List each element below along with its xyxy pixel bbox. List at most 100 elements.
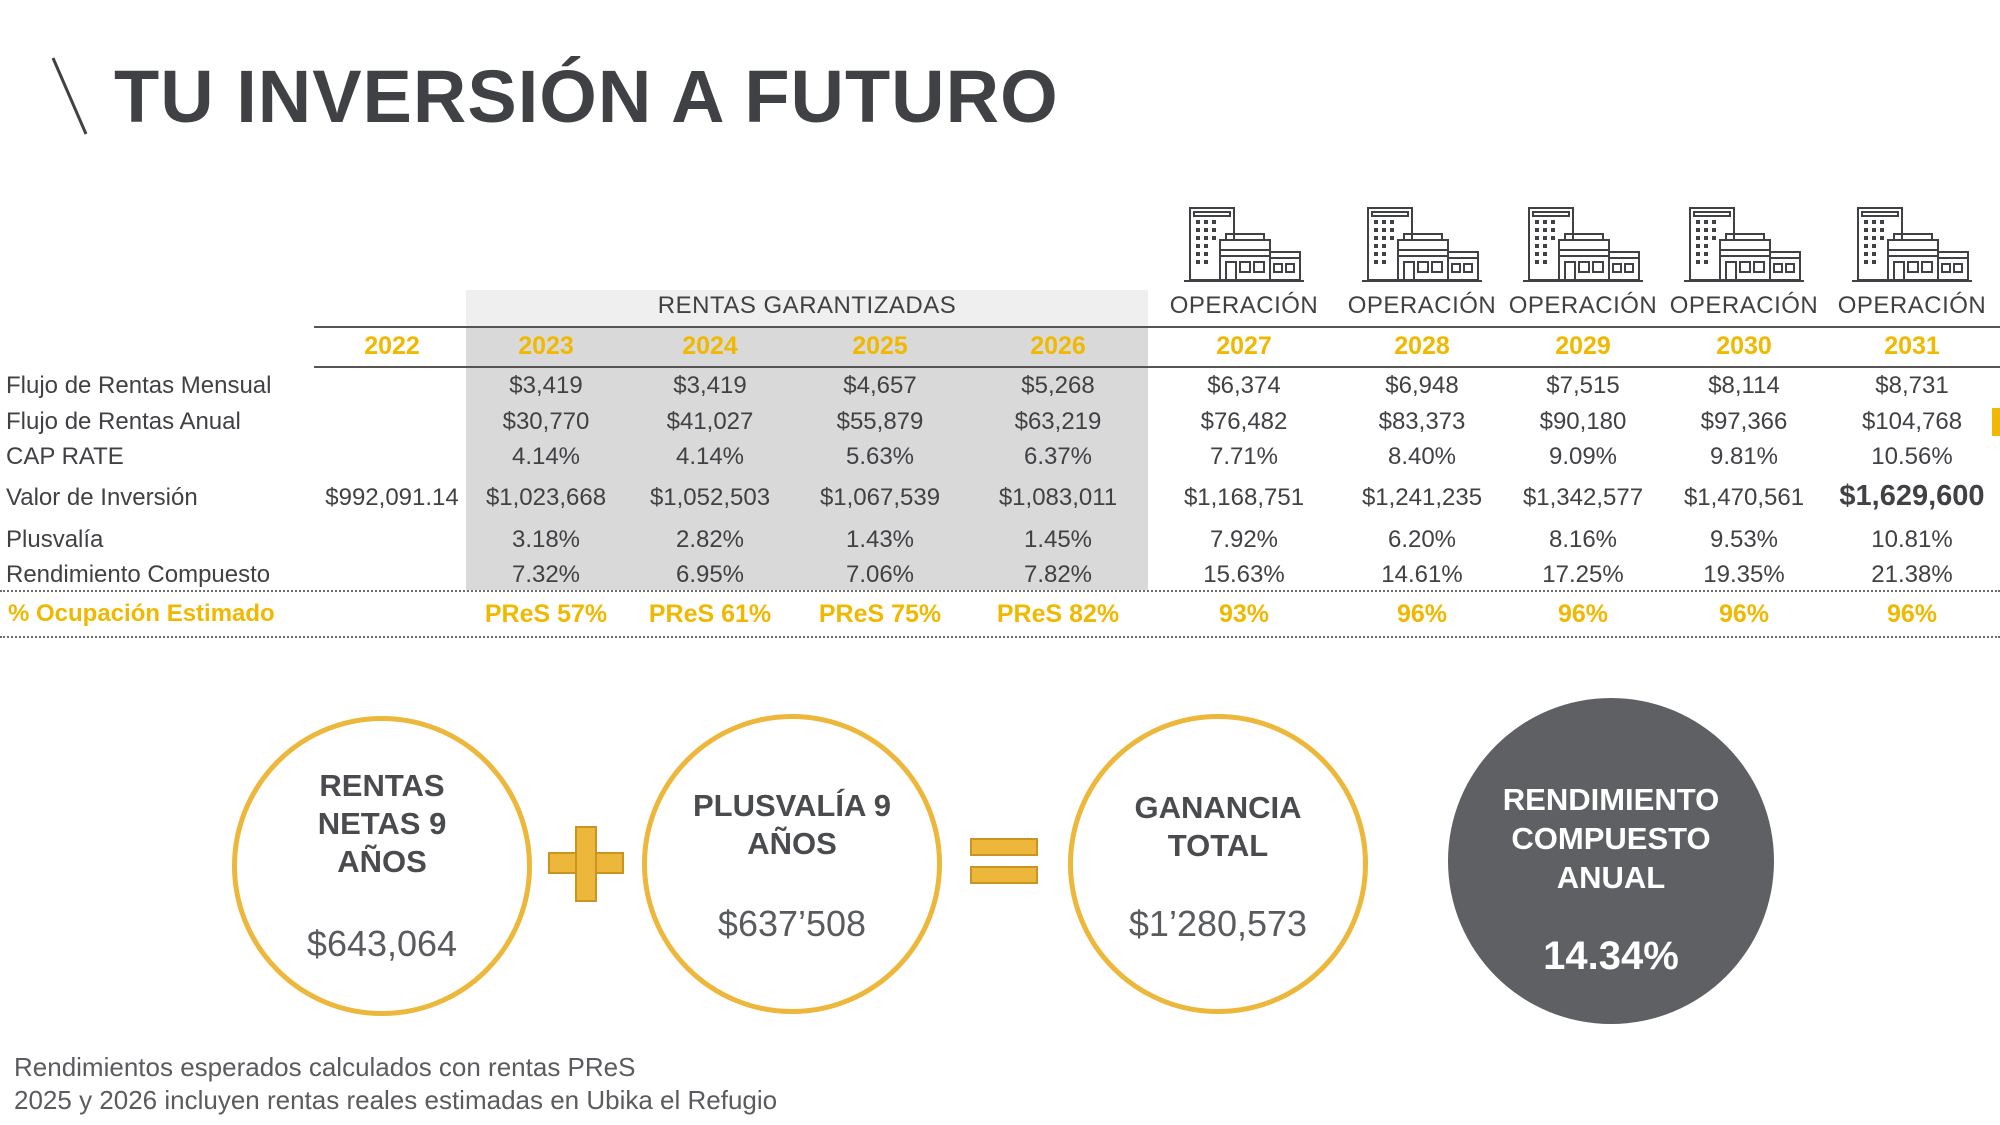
table-cell: $1,470,561 [1683,484,1805,511]
operation-label: OPERACIÓN [1837,292,1987,319]
operation-label: OPERACIÓN [1669,292,1819,319]
table-cell: 6.37% [1023,443,1093,470]
building-icon [1523,204,1643,284]
row-label: CAP RATE [6,443,124,470]
table-cell: $1,168,751 [1183,484,1305,511]
table-cell: 9.53% [1709,526,1779,553]
table-cell: $7,515 [1546,372,1620,399]
table-cell: $1,241,235 [1361,484,1483,511]
row-label: Flujo de Rentas Mensual [6,372,272,399]
plusvalia-value: $637’508 [717,903,867,944]
year-header: 2026 [1030,332,1086,360]
table-cell: $8,114 [1708,372,1780,399]
table-cell: $1,083,011 [998,484,1118,511]
equals-sign-icon [970,838,1038,856]
table-cell: $90,180 [1539,408,1627,435]
building-icon [1184,204,1304,284]
rentas-netas-title: RENTAS NETAS 9 AÑOS [317,768,447,879]
rentas-garantizadas-band [466,290,1148,590]
rendimiento-anual-circle: RENDIMIENTO COMPUESTO ANUAL 14.34% [1448,698,1774,1024]
occupancy-cell: PReS 57% [484,600,608,628]
rentas-netas-value: $643,064 [306,923,458,964]
ganancia-total-value: $1’280,573 [1128,903,1308,944]
table-cell: $83,373 [1378,408,1466,435]
rentas-netas-circle: RENTAS NETAS 9 AÑOS $643,064 [232,716,532,1016]
occupancy-top-rule [0,590,2000,592]
ganancia-total-circle: GANANCIA TOTAL $1’280,573 [1068,714,1368,1014]
operation-label: OPERACIÓN [1508,292,1658,319]
table-cell: 4.14% [511,443,581,470]
operation-label: OPERACIÓN [1169,292,1319,319]
table-cell: 14.61% [1381,561,1463,588]
table-cell: 1.43% [845,526,915,553]
table-cell: $4,657 [843,372,917,399]
occupancy-cell: PReS 61% [648,600,772,628]
ganancia-total-title: GANANCIA TOTAL [1134,790,1302,863]
row-label: Valor de Inversión [6,484,198,511]
table-cell: $6,948 [1385,372,1459,399]
footnote-line-1: Rendimientos esperados calculados con re… [14,1052,636,1082]
table-cell: $6,374 [1207,372,1281,399]
plusvalia-title: PLUSVALÍA 9 AÑOS [692,788,892,861]
rendimiento-anual-value: 14.34% [1543,934,1679,978]
table-cell: 5.63% [845,443,915,470]
table-cell: 15.63% [1203,561,1285,588]
table-cell: $1,052,503 [649,484,771,511]
operation-label: OPERACIÓN [1347,292,1497,319]
year-header: 2031 [1884,332,1940,360]
rentas-garantizadas-header: RENTAS GARANTIZADAS [657,292,957,319]
table-cell: 7.32% [511,561,581,588]
table-cell: $76,482 [1200,408,1288,435]
plusvalia-circle: PLUSVALÍA 9 AÑOS $637’508 [642,714,942,1014]
table-cell: $97,366 [1700,408,1788,435]
year-header: 2028 [1394,332,1450,360]
table-cell: $1,629,600 [1839,480,1985,512]
table-cell: 6.95% [675,561,745,588]
table-cell: 19.35% [1703,561,1785,588]
occupancy-cell: 93% [1218,600,1270,628]
table-cell: $992,091.14 [325,484,459,511]
row-label: Rendimiento Compuesto [6,561,271,588]
footnote-line-2: 2025 y 2026 incluyen rentas reales estim… [14,1085,778,1115]
table-cell: 7.92% [1209,526,1279,553]
year-header: 2023 [518,332,574,360]
table-cell: 2.82% [675,526,745,553]
occupancy-cell: 96% [1396,600,1448,628]
table-cell: 1.45% [1023,526,1093,553]
year-header: 2027 [1216,332,1272,360]
table-cell: 7.71% [1209,443,1279,470]
occupancy-cell: 96% [1557,600,1609,628]
table-cell: $104,768 [1861,408,1963,435]
occupancy-cell: PReS 75% [818,600,942,628]
table-cell: 3.18% [511,526,581,553]
table-cell: $1,342,577 [1522,484,1644,511]
title-slash-decoration [51,57,88,135]
equals-sign-icon-lower [970,866,1038,884]
occupancy-bottom-rule [0,636,2000,638]
plus-sign-icon-vertical [575,826,597,902]
table-cell: 4.14% [675,443,745,470]
year-header: 2025 [852,332,908,360]
building-icon [1684,204,1804,284]
year-header: 2024 [682,332,738,360]
page-title: TU INVERSIÓN A FUTURO [114,55,1059,138]
table-cell: $3,419 [509,372,583,399]
year-header: 2029 [1555,332,1611,360]
rentas-garantizadas-header-bg [466,290,1148,328]
table-cell: 10.56% [1871,443,1953,470]
table-cell: $3,419 [673,372,747,399]
table-cell: 6.20% [1387,526,1457,553]
table-cell: $1,067,539 [819,484,941,511]
table-cell: 9.81% [1709,443,1779,470]
table-cell: 8.16% [1548,526,1618,553]
table-cell: $41,027 [666,408,754,435]
year-header: 2022 [364,332,420,360]
row-label: Plusvalía [6,526,104,553]
table-cell: $5,268 [1021,372,1095,399]
table-cell: 17.25% [1542,561,1624,588]
occupancy-label: % Ocupación Estimado [8,600,275,627]
table-cell: $63,219 [1014,408,1102,435]
table-cell: 7.06% [845,561,915,588]
edge-accent-tick [1992,408,2000,436]
table-cell: 21.38% [1871,561,1953,588]
